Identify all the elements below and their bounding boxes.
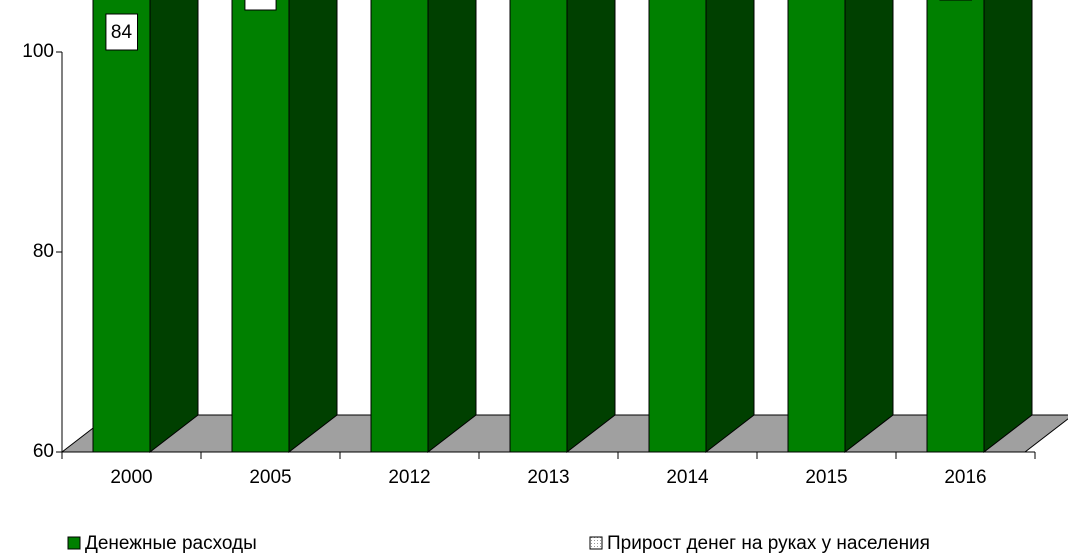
bar: [926, 0, 985, 453]
bar: [370, 0, 429, 453]
y-tick-label: 60: [33, 441, 54, 462]
bar: [231, 0, 290, 453]
data-label-box: [105, 13, 138, 51]
x-tick-label: 2013: [527, 467, 569, 488]
y-tick-label: 100: [22, 41, 54, 62]
data-label-box: [244, 0, 277, 11]
legend-swatch: [67, 536, 81, 550]
bar: [92, 0, 151, 453]
bar-side: [844, 0, 894, 454]
bar: [787, 0, 846, 453]
bar: [648, 0, 707, 453]
x-tick-label: 2000: [110, 467, 152, 488]
data-label: 92: [250, 0, 271, 3]
bar-side: [288, 0, 338, 454]
x-tick-label: 2015: [805, 467, 847, 488]
bar-side: [149, 0, 199, 454]
bar-side: [983, 0, 1033, 454]
x-tick-label: 2012: [388, 467, 430, 488]
bar: [509, 0, 568, 453]
legend-label: Прирост денег на руках у населения: [607, 533, 930, 554]
x-tick-label: 2005: [249, 467, 291, 488]
bar-side: [566, 0, 616, 454]
bar-side: [705, 0, 755, 454]
bar-side: [427, 0, 477, 454]
x-tick-label: 2014: [666, 467, 709, 488]
y-tick-label: 80: [33, 241, 54, 262]
legend-swatch: [589, 536, 603, 550]
legend-label: Денежные расходы: [85, 533, 257, 554]
x-tick-label: 2016: [944, 467, 986, 488]
data-label: 84: [111, 22, 133, 43]
